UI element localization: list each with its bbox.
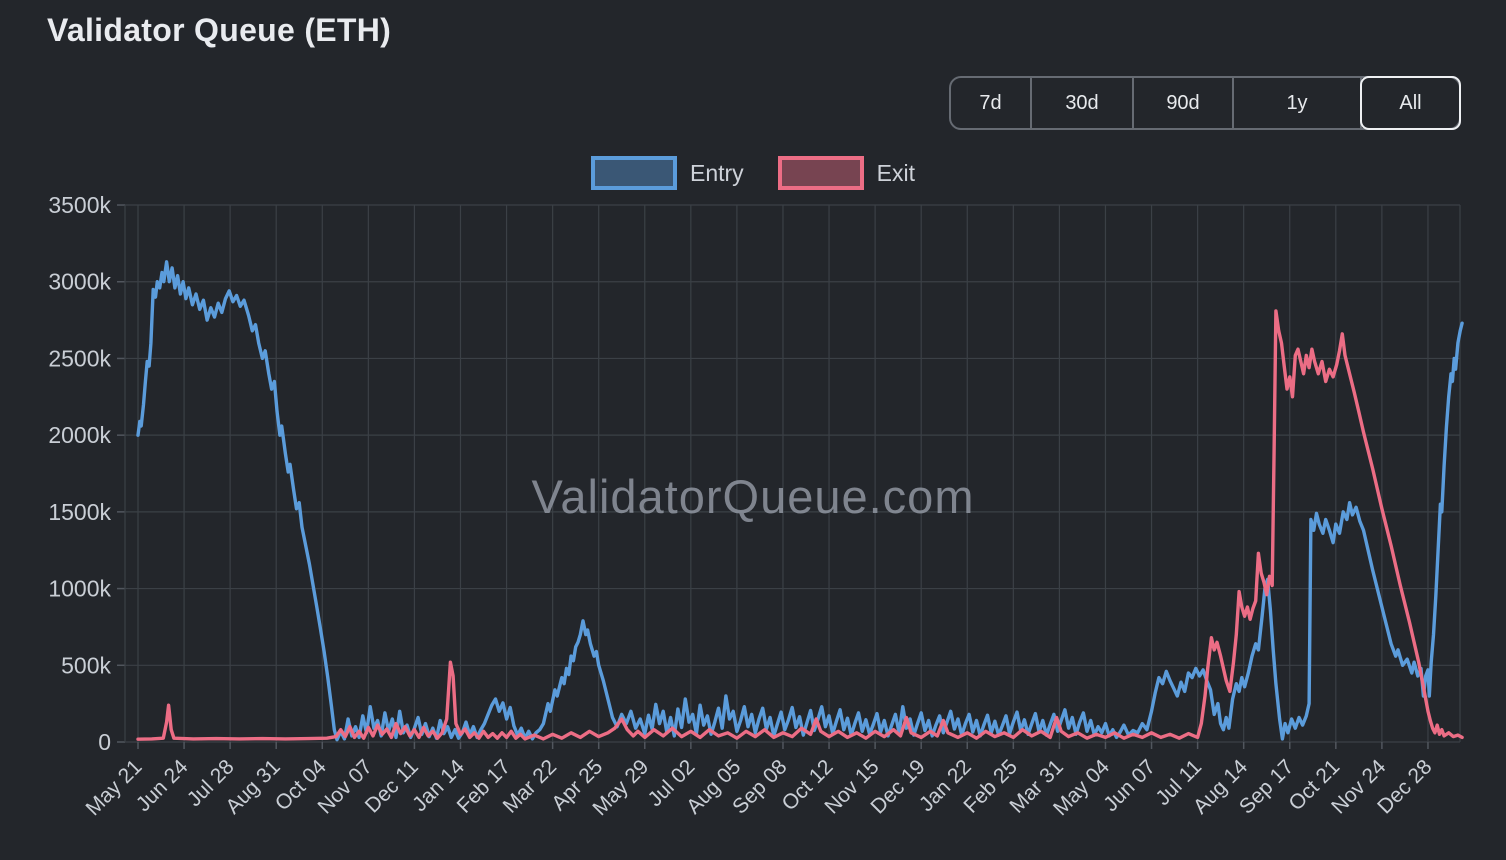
svg-text:1000k: 1000k: [48, 576, 111, 602]
svg-text:2500k: 2500k: [48, 345, 111, 371]
svg-text:Jun 07: Jun 07: [1099, 755, 1160, 816]
legend-item-exit[interactable]: Exit: [777, 156, 916, 190]
time-range-90d-button[interactable]: 90d: [1134, 78, 1234, 128]
svg-text:3000k: 3000k: [48, 269, 111, 295]
page-title: Validator Queue (ETH): [47, 12, 392, 48]
time-range-30d-button[interactable]: 30d: [1032, 78, 1134, 128]
time-range-7d-button[interactable]: 7d: [951, 78, 1032, 128]
entry-series-swatch-icon: [590, 156, 677, 190]
chart-legend: Entry Exit: [0, 156, 1506, 190]
svg-text:2000k: 2000k: [48, 422, 111, 448]
time-range-group: 7d 30d 90d 1y All: [949, 76, 1461, 130]
time-range-all-button[interactable]: All: [1360, 76, 1461, 130]
svg-text:0: 0: [98, 729, 111, 755]
svg-text:May 21: May 21: [82, 755, 147, 820]
svg-text:Jun 24: Jun 24: [132, 755, 193, 816]
svg-text:Dec 11: Dec 11: [361, 755, 423, 817]
svg-text:1500k: 1500k: [48, 499, 111, 525]
svg-text:3500k: 3500k: [48, 192, 111, 218]
svg-text:500k: 500k: [61, 652, 111, 678]
exit-series-swatch-icon: [777, 156, 864, 190]
legend-label-entry: Entry: [689, 159, 744, 186]
legend-label-exit: Exit: [876, 159, 916, 186]
legend-item-entry[interactable]: Entry: [590, 156, 744, 190]
